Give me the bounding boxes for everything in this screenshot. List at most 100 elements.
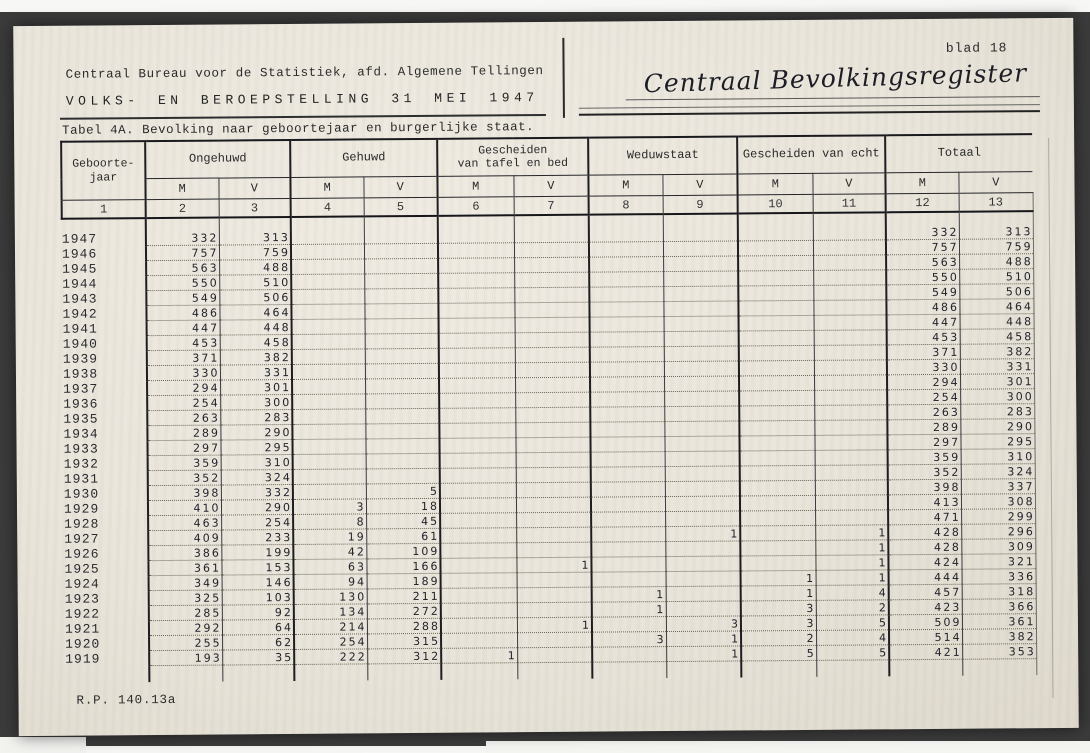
cell-1945-gehuwd_m <box>291 258 365 274</box>
filler-cell <box>222 663 295 682</box>
geboortejaar-header: Geboorte-jaar <box>61 141 146 201</box>
cell-1946-ongehuwd_m: 757 <box>145 244 220 261</box>
cell-1936-gesch_echt_m <box>739 389 815 406</box>
cell-1936-gesch_tafel_bed_v <box>515 391 591 408</box>
cell-1924-totaal_m: 444 <box>888 568 962 585</box>
year-cell-1934: 1934 <box>63 426 99 441</box>
cell-1937-gesch_echt_m <box>739 374 815 391</box>
cell-1923-ongehuwd_m: 325 <box>148 589 222 606</box>
cell-1932-gesch_tafel_bed_v <box>515 451 591 468</box>
header-rule-right <box>578 104 1040 116</box>
cell-1919-gehuwd_m: 222 <box>294 648 368 664</box>
sex-label-v: V <box>812 172 886 195</box>
cell-1942-gesch_tafel_bed_v <box>514 301 590 318</box>
cell-1944-gehuwd_v <box>364 272 439 289</box>
cell-1944-gesch_tafel_bed_m <box>438 272 515 288</box>
cell-1930-ongehuwd_v: 332 <box>220 483 293 500</box>
cell-1926-gesch_tafel_bed_v <box>516 541 592 558</box>
cell-1923-gehuwd_v: 211 <box>366 587 441 604</box>
cell-1944-weduwstaat_v <box>663 270 739 287</box>
cell-1928-gesch_tafel_bed_m <box>440 512 517 528</box>
cell-1928-gehuwd_v: 45 <box>366 512 441 529</box>
cell-1931-totaal_v: 324 <box>960 463 1035 479</box>
colno-13: 13 <box>958 192 1033 212</box>
cell-1944-totaal_v: 510 <box>959 268 1034 284</box>
cell-1944-weduwstaat_m <box>589 271 664 287</box>
cell-1924-gesch_tafel_bed_v <box>516 571 592 588</box>
cell-1924-weduwstaat_m <box>591 571 666 587</box>
cell-1938-totaal_m: 330 <box>886 358 961 375</box>
cell-1927-weduwstaat_v: 1 <box>665 525 741 542</box>
cell-1935-totaal_m: 263 <box>887 403 961 420</box>
cell-1942-gesch_tafel_bed_m <box>438 302 515 318</box>
cell-1943-gesch_tafel_bed_v <box>514 286 590 303</box>
cell-1921-totaal_v: 361 <box>961 613 1037 629</box>
cell-1919-gehuwd_v: 312 <box>367 647 442 664</box>
cell-1921-gehuwd_m: 214 <box>293 618 368 634</box>
cell-1945-gesch_echt_m <box>738 254 814 271</box>
cell-1937-weduwstaat_v <box>664 375 740 392</box>
cell-1945-weduwstaat_v <box>663 255 739 272</box>
cell-1926-gesch_echt_m <box>740 539 816 556</box>
cell-1924-totaal_v: 336 <box>961 568 1036 584</box>
cell-1932-gesch_echt_v <box>814 449 888 465</box>
cell-1946-weduwstaat_v <box>662 240 739 257</box>
cell-1947-gesch_tafel_bed_v <box>513 214 589 243</box>
year-cell-1946: 1946 <box>61 246 98 261</box>
cell-1935-totaal_v: 283 <box>960 403 1035 419</box>
cell-1927-gehuwd_m: 19 <box>293 528 367 544</box>
cell-1946-gesch_echt_m <box>737 239 814 256</box>
cell-1939-totaal_v: 382 <box>959 343 1034 359</box>
cell-1922-ongehuwd_m: 285 <box>148 604 222 621</box>
cell-1943-weduwstaat_v <box>663 285 739 302</box>
sex-label-v: V <box>218 177 291 200</box>
group-label-line: Ongehuwd <box>188 151 247 166</box>
colno-9: 9 <box>662 194 738 215</box>
cell-1935-ongehuwd_m: 263 <box>147 409 221 426</box>
cell-1940-ongehuwd_v: 458 <box>219 333 292 350</box>
year-cell-1938: 1938 <box>62 366 99 381</box>
cell-1939-totaal_m: 371 <box>886 343 960 360</box>
colno-11: 11 <box>812 193 886 213</box>
cell-1929-gehuwd_m: 3 <box>292 498 367 514</box>
cell-1922-gehuwd_m: 134 <box>293 603 367 619</box>
col-group-gescheiden-van-echt: Gescheiden van echt <box>737 135 886 174</box>
cell-1926-gesch_tafel_bed_m <box>440 542 517 558</box>
cell-1935-gehuwd_m <box>292 408 366 424</box>
cell-1923-ongehuwd_v: 103 <box>221 588 294 605</box>
table-body: 1947 332 313 332 313 1946 757 759 757 759 1945 563 4… <box>62 211 1037 683</box>
cell-1932-ongehuwd_m: 359 <box>147 454 221 471</box>
cell-1946-gesch_echt_v <box>812 239 887 255</box>
cell-1922-totaal_v: 366 <box>961 598 1036 614</box>
cell-1931-ongehuwd_m: 352 <box>147 469 221 486</box>
cell-1933-gehuwd_m <box>292 438 366 454</box>
cell-1919-gesch_tafel_bed_m: 1 <box>441 647 518 663</box>
cell-1924-gesch_tafel_bed_m <box>440 572 517 588</box>
cell-1946-totaal_v: 759 <box>958 238 1034 254</box>
year-cell-1941: 1941 <box>62 321 98 336</box>
organization-line: Centraal Bureau voor de Statistiek, afd.… <box>65 64 544 82</box>
cell-1931-gehuwd_v <box>365 467 440 484</box>
cell-1947-totaal_m: 332 <box>885 211 959 240</box>
year-cell-1932: 1932 <box>63 456 99 471</box>
cell-1930-gesch_echt_v <box>814 479 888 495</box>
cell-1919-totaal_v: 353 <box>962 643 1037 659</box>
cell-1934-gehuwd_v <box>365 422 440 439</box>
year-cell-1935: 1935 <box>63 411 99 426</box>
filler-cell <box>816 659 890 677</box>
cell-1946-totaal_m: 757 <box>885 238 960 255</box>
sex-label-v: V <box>662 173 738 196</box>
cell-1923-gehuwd_m: 130 <box>293 588 367 604</box>
cell-1936-ongehuwd_v: 300 <box>220 393 293 410</box>
cell-1940-gesch_echt_m <box>738 329 814 346</box>
cell-1945-totaal_m: 563 <box>886 253 960 270</box>
cell-1942-ongehuwd_v: 464 <box>219 303 292 320</box>
cell-1942-gesch_echt_v <box>813 299 887 315</box>
cell-1920-ongehuwd_v: 62 <box>222 633 295 650</box>
cell-1937-gehuwd_m <box>292 378 366 394</box>
cell-1921-gehuwd_v: 288 <box>366 617 442 634</box>
cell-1937-totaal_m: 294 <box>887 373 961 390</box>
cell-1922-weduwstaat_m: 1 <box>591 601 666 617</box>
cell-1926-gehuwd_m: 42 <box>293 543 367 559</box>
group-label-line: Gescheiden <box>478 143 548 158</box>
